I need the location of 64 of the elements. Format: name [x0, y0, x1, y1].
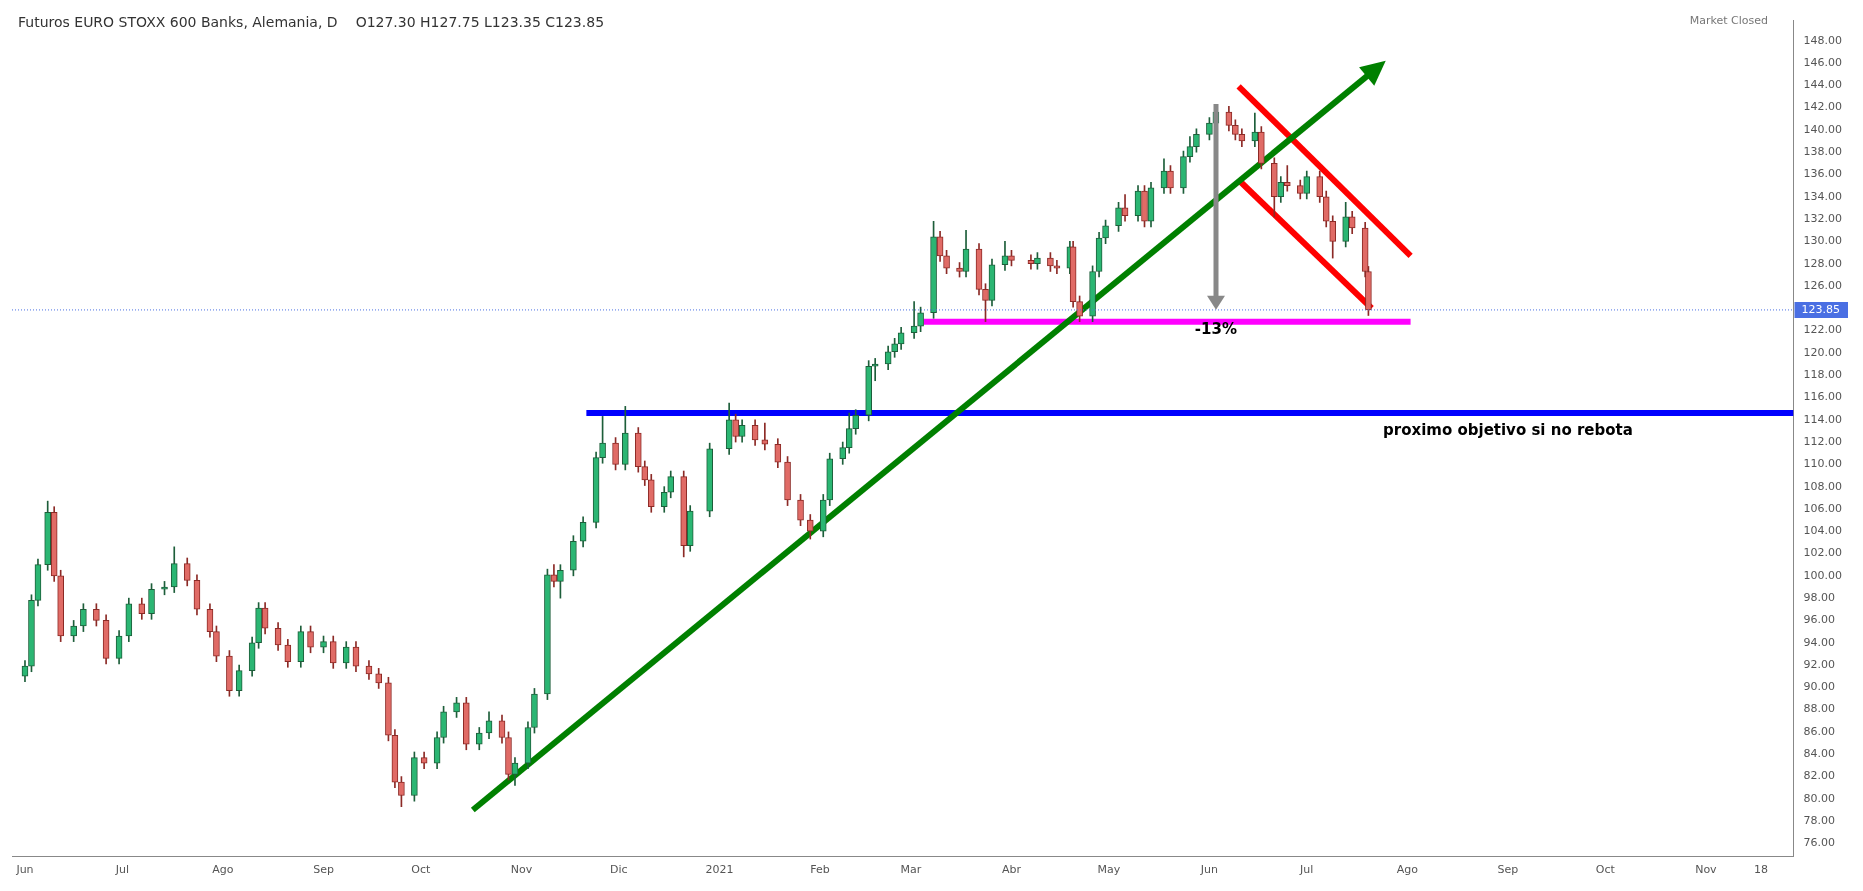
x-tick-label: Nov [510, 863, 533, 877]
x-tick-label: Jul [1299, 863, 1314, 877]
y-tick-label: 78.00 [1803, 813, 1836, 827]
y-tick-label: 126.00 [1803, 278, 1843, 292]
y-tick-label: 92.00 [1803, 657, 1836, 671]
annotation: -13% [1193, 319, 1238, 338]
x-tick-label: Ago [1396, 863, 1419, 877]
y-tick-label: 112.00 [1803, 434, 1843, 448]
x-tick-label: Jul [114, 863, 129, 877]
x-tick-label: Oct [1595, 863, 1616, 877]
x-tick-label: Feb [810, 863, 830, 877]
y-tick-label: 88.00 [1803, 702, 1836, 716]
y-tick-label: 144.00 [1803, 78, 1843, 92]
y-tick-label: 82.00 [1803, 769, 1836, 783]
y-tick-label: 118.00 [1803, 368, 1843, 382]
x-tick-label: Sep [313, 863, 334, 877]
y-tick-label: 94.00 [1803, 635, 1836, 649]
x-tick-label: Mar [900, 863, 922, 877]
x-tick-label: Jun [15, 863, 34, 877]
x-tick-label: Sep [1497, 863, 1519, 877]
y-tick-label: 138.00 [1803, 145, 1843, 159]
y-tick-label: 146.00 [1803, 55, 1843, 69]
y-tick-label: 86.00 [1803, 724, 1836, 738]
x-tick-label: Nov [1695, 863, 1718, 877]
y-tick-label: 84.00 [1803, 747, 1836, 761]
x-tick-label: Jun [1199, 863, 1219, 877]
y-tick-label: 76.00 [1803, 836, 1836, 850]
y-tick-label: 130.00 [1803, 234, 1843, 248]
candlestick [871, 358, 879, 382]
candlestick [761, 422, 769, 451]
annotation: O127.30 H127.75 L123.35 C123.85 [355, 14, 605, 30]
annotation: Market Closed [1689, 14, 1768, 27]
y-tick-label: 80.00 [1803, 791, 1836, 805]
y-tick-label: 108.00 [1803, 479, 1843, 493]
y-tick-label: 110.00 [1803, 457, 1843, 471]
y-tick-label: 136.00 [1803, 167, 1843, 181]
chart-title: Futuros EURO STOXX 600 Banks, Alemania, D [18, 14, 338, 30]
y-tick-label: 120.00 [1803, 345, 1843, 359]
x-tick-label: 2021 [705, 863, 734, 877]
x-tick-label: Ago [212, 863, 234, 877]
y-tick-label: 90.00 [1803, 680, 1836, 694]
y-tick-label: 96.00 [1803, 613, 1836, 627]
y-tick-label: 140.00 [1803, 122, 1843, 136]
y-tick-label: 132.00 [1803, 211, 1843, 225]
y-tick-label: 134.00 [1803, 189, 1843, 203]
y-tick-label: 122.00 [1803, 323, 1843, 337]
x-tick-label: Abr [1001, 863, 1022, 877]
y-tick-label: 100.00 [1803, 568, 1843, 582]
y-tick-label: 98.00 [1803, 590, 1836, 604]
x-tick-label: 18 [1754, 863, 1769, 877]
y-tick-label: 116.00 [1803, 390, 1843, 404]
x-tick-label: Dic [610, 863, 628, 877]
x-tick-label: May [1097, 863, 1121, 877]
y-tick-label: 102.00 [1803, 546, 1843, 560]
y-tick-label: 104.00 [1803, 524, 1843, 538]
y-tick-label: 128.00 [1803, 256, 1843, 270]
annotation: proximo objetivo si no rebota [1382, 421, 1634, 440]
y-tick-label: 142.00 [1803, 100, 1843, 114]
y-tick-label: 114.00 [1803, 412, 1843, 426]
candlestick [1283, 165, 1291, 192]
ref-line-label: 123.85 [1801, 302, 1841, 316]
y-tick-label: 148.00 [1803, 33, 1843, 47]
y-tick-label: 106.00 [1803, 501, 1843, 515]
x-tick-label: Oct [411, 863, 432, 877]
